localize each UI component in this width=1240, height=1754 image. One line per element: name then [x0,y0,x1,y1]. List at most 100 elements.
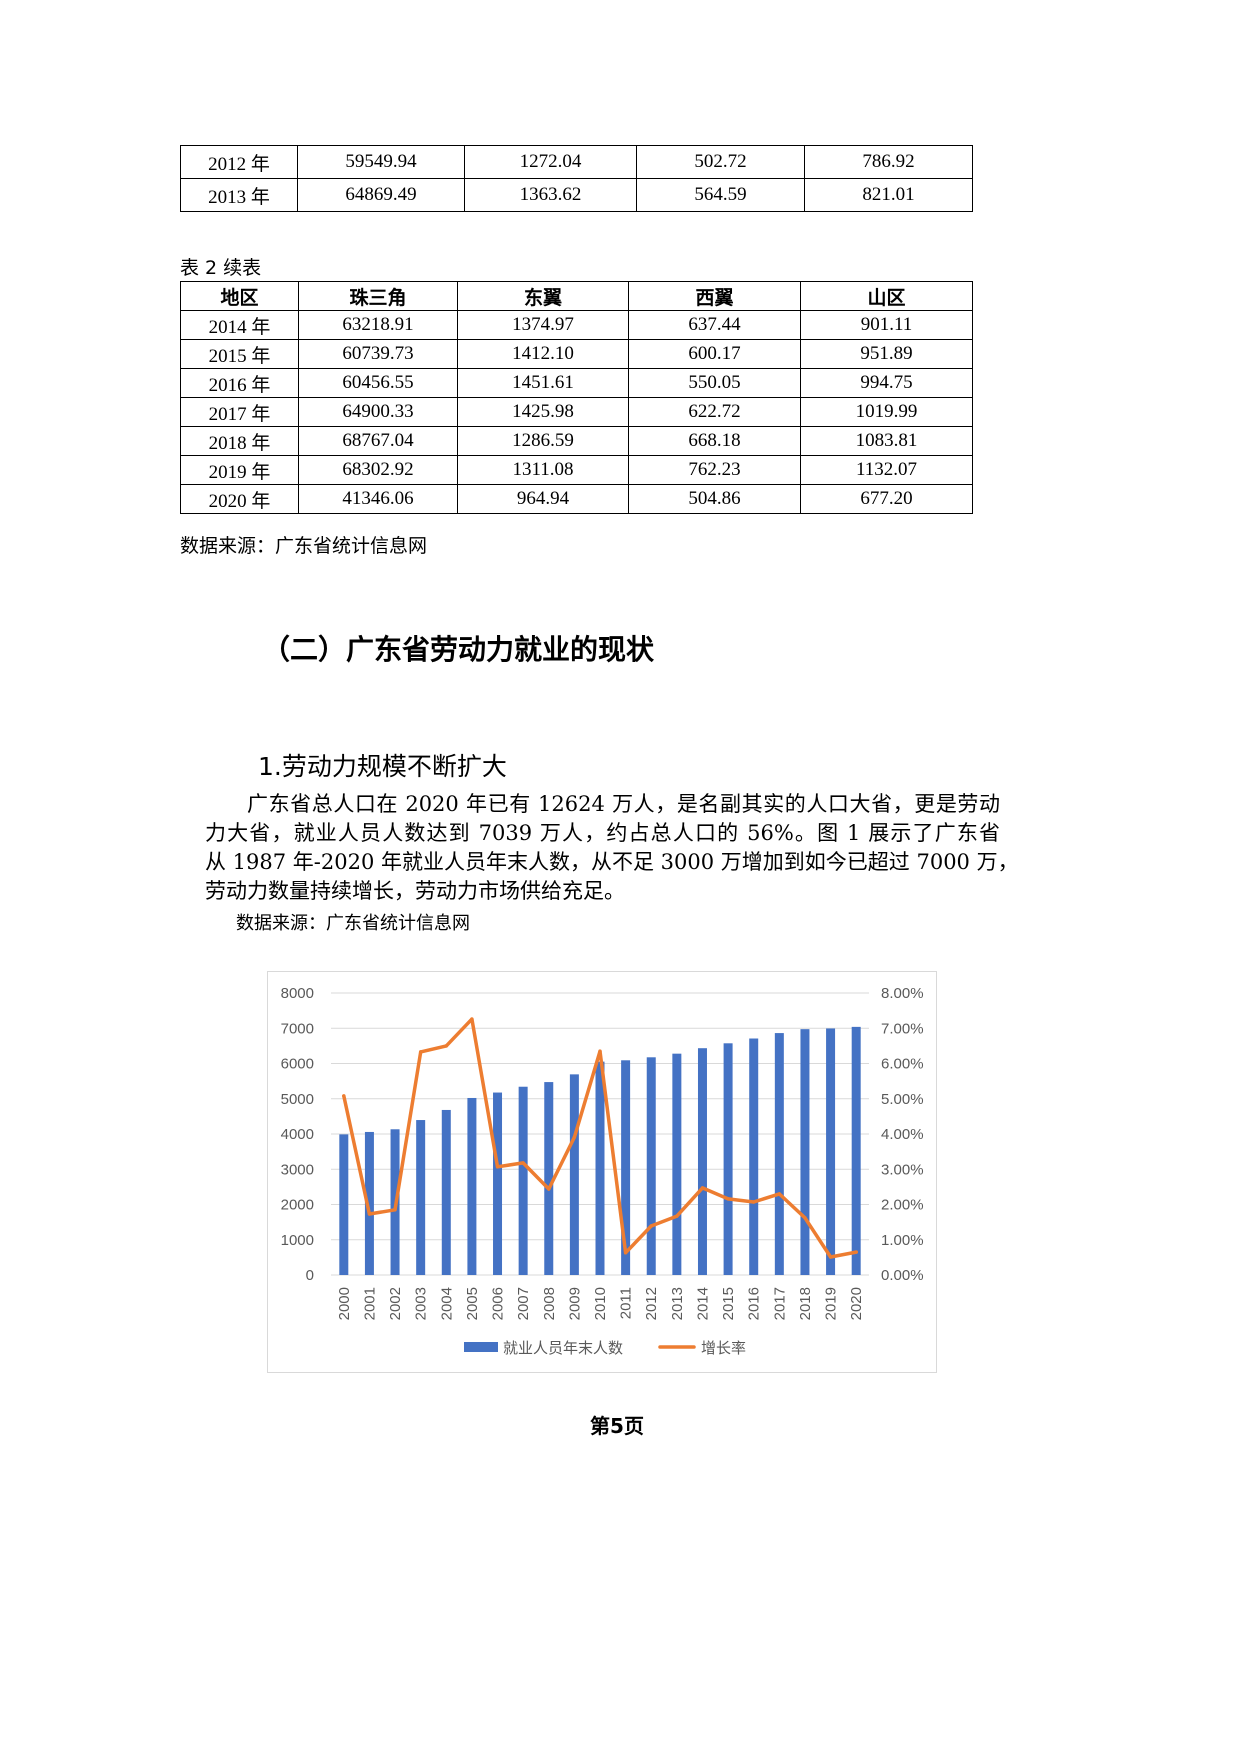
column-header: 地区 [180,281,299,311]
value-cell: 1363.62 [464,178,637,212]
x-tick-label: 2003 [413,1287,430,1320]
table-source-note: 数据来源：广东省统计信息网 [180,535,428,557]
x-tick-label: 2011 [618,1287,635,1319]
bar-2014 [697,1048,707,1275]
y-right-tick-label: 5.00% [881,1091,924,1108]
value-cell: 1425.98 [457,397,629,427]
growth-rate-point-2006 [495,1165,500,1169]
bar-2006 [493,1092,503,1275]
table-row: 2013 年 64869.49 1363.62 564.59 821.01 [180,178,973,212]
x-tick-label: 2010 [592,1287,609,1320]
growth-rate-point-2012 [649,1224,653,1228]
year-cell: 2015 年 [180,339,299,369]
value-cell: 564.59 [636,178,805,212]
bar-2008 [544,1082,554,1275]
growth-rate-point-2014 [700,1186,705,1190]
growth-rate-point-2016 [752,1200,756,1204]
bar-2001 [364,1131,374,1275]
value-cell: 68302.92 [298,455,458,485]
column-header: 山区 [800,281,973,311]
x-tick-label: 2020 [848,1287,865,1320]
value-cell: 504.86 [628,484,801,514]
paragraph-line: 从 1987 年-2020 年就业人员年末人数，从不足 3000 万增加到如今已… [205,850,1019,874]
y-left-tick-label: 1000 [281,1232,314,1249]
table-row: 2015 年 60739.73 1412.10 600.17 951.89 [180,339,973,369]
value-cell: 600.17 [628,339,801,369]
table-row: 2017 年 64900.33 1425.98 622.72 1019.99 [180,397,973,427]
y-left-tick-label: 8000 [281,985,314,1002]
bar-2004 [441,1109,451,1275]
bar-2010 [595,1061,605,1275]
value-cell: 677.20 [800,484,973,514]
value-cell: 622.72 [628,397,801,427]
year-cell: 2020 年 [180,484,299,514]
growth-rate-point-2017 [777,1192,782,1196]
growth-rate-point-2005 [470,1017,474,1021]
value-cell: 64900.33 [298,397,458,427]
value-cell: 637.44 [628,310,801,340]
y-left-tick-label: 5000 [281,1091,314,1108]
y-right-tick-label: 3.00% [881,1161,924,1178]
year-cell: 2014 年 [180,310,299,340]
value-cell: 821.01 [804,178,973,212]
x-tick-label: 2005 [464,1287,481,1320]
table-header-row: 地区 珠三角 东翼 西翼 山区 [180,281,973,311]
growth-rate-point-2011 [623,1251,628,1255]
legend-label-line: 增长率 [701,1340,746,1357]
y-right-tick-label: 7.00% [881,1020,924,1037]
column-header: 西翼 [628,281,801,311]
y-right-tick-label: 8.00% [881,985,924,1002]
growth-rate-point-2004 [444,1044,448,1048]
column-header: 珠三角 [298,281,458,311]
value-cell: 550.05 [628,368,801,398]
value-cell: 1412.10 [457,339,629,369]
bar-2012 [646,1057,656,1275]
x-tick-label: 2008 [541,1287,558,1320]
value-cell: 1311.08 [457,455,629,485]
x-tick-label: 2012 [643,1287,660,1320]
employment-chart-svg: 0 1000 2000 3000 4000 5000 6000 7000 8000 0.00% 1.… [281,985,924,1357]
year-cell: 2017 年 [180,397,299,427]
value-cell: 60739.73 [298,339,458,369]
value-cell: 1451.61 [457,368,629,398]
table-row: 2018 年 68767.04 1286.59 668.18 1083.81 [180,426,973,456]
regional-data-table: 地区 珠三角 东翼 西翼 山区 2014 年 63218.91 1374.97 637.44 9… [180,281,973,514]
paragraph-line: 劳动力数量持续增长，劳动力市场供给充足。 [205,879,625,903]
value-cell: 41346.06 [298,484,458,514]
growth-rate-point-2018 [803,1216,807,1220]
growth-rate-point-2002 [393,1208,397,1212]
x-tick-label: 2009 [566,1287,583,1320]
value-cell: 762.23 [628,455,801,485]
section-heading: （二）广东省劳动力就业的现状 [262,633,655,666]
body-paragraph: 广东省总人口在 2020 年已有 12624 万人，是名副其实的人口大省，更是劳… [205,790,1019,906]
value-cell: 63218.91 [298,310,458,340]
x-tick-label: 2019 [823,1287,840,1320]
value-cell: 1286.59 [457,426,629,456]
column-header: 东翼 [457,281,629,311]
x-tick-label: 2017 [771,1287,788,1320]
bar-2007 [518,1086,528,1275]
y-left-tick-label: 0 [306,1267,314,1284]
growth-rate-point-2001 [367,1212,372,1216]
value-cell: 951.89 [800,339,973,369]
value-cell: 964.94 [457,484,629,514]
table-row: 2020 年 41346.06 964.94 504.86 677.20 [180,484,973,514]
value-cell: 994.75 [800,368,973,398]
growth-rate-point-2007 [521,1161,525,1165]
paragraph-line: 力大省，就业人员人数达到 7039 万人，约占总人口的 56%。图 1 展示了广… [205,821,1000,845]
value-cell: 59549.94 [297,145,465,179]
y-left-tick-label: 2000 [281,1197,314,1214]
x-tick-label: 2013 [669,1287,686,1320]
growth-rate-point-2019 [828,1255,833,1259]
x-tick-label: 2004 [438,1287,455,1320]
subsection-heading: 1.劳动力规模不断扩大 [258,752,507,781]
bar-2000 [339,1134,349,1275]
x-tick-label: 2000 [336,1287,353,1320]
value-cell: 1132.07 [800,455,973,485]
value-cell: 786.92 [804,145,973,179]
bar-2020 [851,1026,861,1275]
growth-rate-point-2010 [598,1049,602,1053]
